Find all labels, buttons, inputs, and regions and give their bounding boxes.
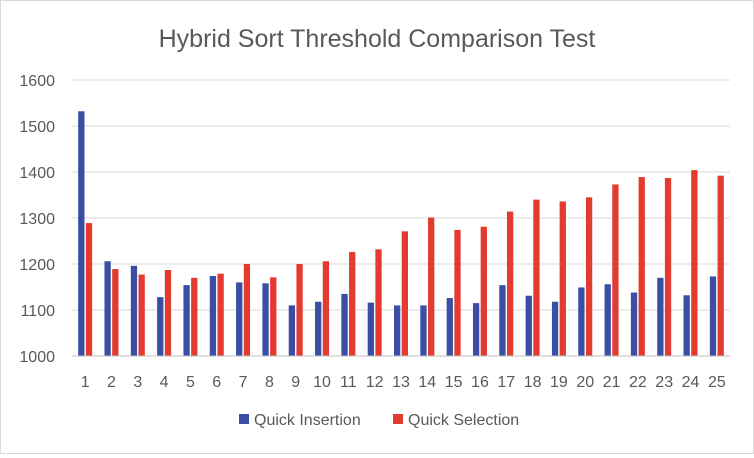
bar-quick-selection-6 — [217, 273, 224, 356]
bar-quick-insertion-14 — [420, 305, 427, 356]
legend-swatch-quick-selection — [393, 414, 403, 424]
x-tick-label: 18 — [524, 374, 542, 391]
bar-quick-selection-9 — [296, 264, 303, 356]
bar-quick-insertion-13 — [394, 305, 401, 356]
x-tick-label: 20 — [576, 374, 594, 391]
bar-quick-selection-15 — [454, 229, 461, 356]
bar-quick-selection-5 — [191, 277, 198, 356]
bar-quick-insertion-5 — [183, 285, 190, 356]
bar-quick-selection-3 — [138, 274, 145, 356]
bar-quick-insertion-21 — [604, 284, 611, 356]
bar-quick-insertion-22 — [630, 292, 638, 356]
x-tick-label: 23 — [655, 374, 673, 391]
x-tick-label: 19 — [550, 374, 568, 391]
bar-quick-selection-1 — [85, 223, 93, 356]
bar-quick-selection-7 — [243, 264, 251, 356]
bar-quick-selection-10 — [322, 261, 330, 356]
x-tick-label: 13 — [392, 374, 410, 391]
bar-quick-insertion-9 — [288, 305, 296, 356]
y-tick-label: 1100 — [21, 303, 56, 320]
bar-quick-selection-19 — [559, 201, 566, 356]
bar-quick-selection-20 — [585, 197, 593, 356]
bar-quick-insertion-6 — [209, 275, 217, 356]
x-tick-label: 24 — [682, 374, 700, 391]
bar-quick-insertion-23 — [657, 277, 664, 356]
x-tick-label: 2 — [107, 374, 116, 391]
bar-quick-selection-11 — [349, 252, 356, 356]
gridlines — [72, 79, 730, 311]
bar-quick-insertion-17 — [499, 285, 506, 356]
x-tick-label: 14 — [418, 374, 436, 391]
x-tick-label: 11 — [340, 374, 357, 391]
bar-quick-insertion-8 — [262, 283, 269, 356]
bar-quick-selection-24 — [691, 170, 698, 356]
x-tick-label: 22 — [629, 374, 647, 391]
x-tick-label: 21 — [603, 374, 621, 391]
x-tick-label: 17 — [497, 374, 515, 391]
x-tick-label: 16 — [471, 374, 489, 391]
x-axis-tick-labels: 1 2 3 4 5 6 7 8 9 10 11 12 13 14 15 16 17 18 19 20 21 22 23 24 2… — [81, 374, 726, 391]
bar-quick-selection-18 — [533, 199, 540, 356]
bar-quick-selection-4 — [164, 269, 172, 356]
bar-quick-selection-2 — [112, 269, 119, 356]
y-tick-label: 1500 — [19, 119, 55, 136]
bar-quick-insertion-10 — [315, 301, 322, 356]
bar-quick-insertion-18 — [525, 295, 532, 356]
bar-quick-insertion-11 — [341, 293, 348, 356]
x-tick-label: 25 — [708, 374, 726, 391]
bars — [78, 111, 724, 356]
bar-quick-selection-8 — [270, 277, 277, 356]
legend-label-quick-insertion: Quick Insertion — [254, 412, 361, 429]
bar-quick-selection-25 — [717, 175, 724, 356]
y-tick-label: 1000 — [19, 349, 55, 366]
y-axis-tick-labels: 1000 1100 1200 1300 1400 1500 1600 — [19, 73, 55, 366]
bar-quick-selection-12 — [375, 249, 382, 356]
bar-quick-insertion-3 — [130, 265, 138, 356]
bar-quick-selection-14 — [428, 217, 435, 356]
bar-quick-insertion-20 — [578, 287, 585, 356]
y-tick-label: 1200 — [19, 257, 55, 274]
bar-quick-insertion-16 — [472, 303, 480, 356]
x-tick-label: 1 — [81, 374, 90, 391]
bar-quick-selection-13 — [401, 231, 408, 356]
bar-quick-selection-21 — [612, 184, 619, 356]
bar-quick-selection-17 — [506, 211, 514, 356]
chart-title: Hybrid Sort Threshold Comparison Test — [159, 25, 596, 53]
x-tick-label: 12 — [366, 374, 384, 391]
bar-quick-insertion-19 — [551, 301, 559, 356]
x-tick-label: 10 — [313, 374, 331, 391]
x-tick-label: 15 — [445, 374, 463, 391]
x-tick-label: 9 — [291, 374, 300, 391]
bar-quick-selection-23 — [664, 177, 672, 356]
bar-quick-insertion-2 — [104, 261, 111, 356]
legend: Quick Insertion Quick Selection — [239, 412, 519, 429]
x-tick-label: 6 — [212, 374, 221, 391]
x-tick-label: 4 — [160, 374, 169, 391]
bar-quick-insertion-15 — [446, 298, 453, 356]
x-tick-label: 5 — [186, 374, 195, 391]
bar-quick-insertion-7 — [236, 282, 243, 356]
bar-quick-selection-16 — [480, 226, 487, 356]
bar-quick-insertion-4 — [157, 297, 164, 356]
legend-swatch-quick-insertion — [239, 414, 249, 424]
bar-quick-insertion-1 — [78, 111, 85, 356]
bar-quick-insertion-12 — [367, 302, 374, 356]
bar-quick-insertion-25 — [709, 276, 717, 356]
x-tick-label: 3 — [133, 374, 142, 391]
legend-label-quick-selection: Quick Selection — [408, 412, 519, 429]
y-tick-label: 1300 — [19, 211, 55, 228]
bar-quick-insertion-24 — [683, 295, 690, 356]
bar-quick-selection-22 — [638, 177, 645, 356]
x-tick-label: 8 — [265, 374, 274, 391]
y-tick-label: 1400 — [19, 165, 55, 182]
y-tick-label: 1600 — [19, 73, 55, 90]
x-tick-label: 7 — [239, 374, 248, 391]
